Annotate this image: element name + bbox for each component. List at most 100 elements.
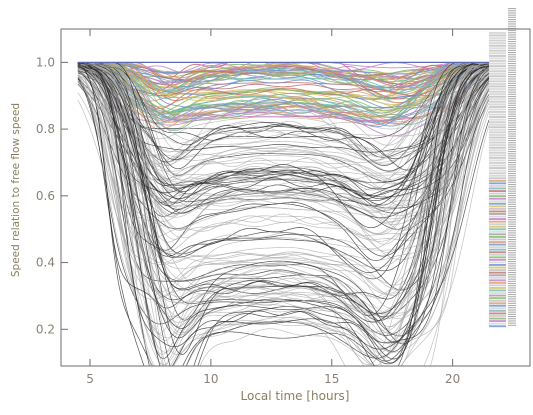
legend-label-mark [508,126,516,128]
legend-label-mark [508,309,516,311]
legend-label-mark [508,239,516,241]
legend-swatch [489,98,506,101]
series-line-54 [77,61,489,100]
legend-label-mark [508,115,516,117]
legend-label-mark [508,170,516,172]
legend-label-mark [508,63,516,65]
legend-label-mark [508,151,516,153]
legend-label-mark [508,25,516,27]
series-line-162 [77,70,490,200]
legend-label-mark [508,236,516,238]
series-line-169 [77,62,490,273]
legend-label-mark [508,102,516,104]
legend-strip [489,8,516,328]
legend-swatch [489,128,506,131]
legend-label-mark [508,82,516,84]
legend-label-mark [508,291,516,293]
legend-swatch [489,151,506,154]
series-line-179 [77,67,490,353]
legend-label-mark [508,74,516,76]
legend-swatch [489,67,506,70]
legend-label-mark [508,313,516,315]
legend-label-mark [508,34,516,36]
legend-label-mark [508,230,516,232]
legend-label-mark [508,228,516,230]
series-line-60 [77,62,489,97]
legend-label-mark [508,241,516,243]
legend-label-mark [508,159,516,161]
legend-label-mark [508,137,516,139]
legend-swatch [489,287,506,289]
legend-swatch [489,136,506,139]
legend-label-mark [508,10,516,12]
series-line-201 [77,64,489,335]
legend-swatch [489,230,506,233]
legend-label-mark [508,104,516,106]
legend-label-mark [508,300,516,302]
legend-swatch [489,307,506,310]
legend-swatch [489,103,506,106]
legend-label-mark [508,80,516,82]
legend-swatch [489,37,506,39]
legend-swatch [489,164,506,167]
legend-swatch [489,134,506,136]
legend-label-mark [508,243,516,245]
legend-label-mark [508,208,516,210]
legend-label-mark [508,36,516,38]
series-line-100 [77,62,489,181]
legend-label-mark [508,318,516,320]
legend-swatch [489,207,506,210]
legend-swatch [489,65,506,68]
legend-swatch [489,44,506,47]
legend-label-mark [508,168,516,170]
legend-label-mark [508,164,516,166]
legend-label-mark [508,89,516,91]
legend-swatch [489,236,506,238]
legend-swatch [489,238,506,241]
legend-swatch [489,258,506,261]
legend-swatch [489,113,506,116]
legend-swatch [489,144,506,147]
series-line-92 [77,62,489,154]
legend-label-mark [508,175,516,177]
legend-swatch [489,246,506,249]
legend-swatch [489,322,506,325]
series-line-59 [77,62,490,109]
series-line-90 [77,62,490,214]
legend-swatch [489,200,506,203]
x-tick-label: 20 [445,372,460,386]
legend-swatch [489,276,506,279]
legend-swatch [489,304,506,307]
legend-swatch [489,233,506,236]
series-line-14 [77,61,489,81]
legend-label-mark [508,60,516,62]
legend-swatch [489,32,506,34]
legend-label-mark [508,27,516,29]
legend-label-mark [508,247,516,249]
series-line-143 [77,68,490,296]
legend-swatch [489,248,506,251]
series-line-80 [77,62,489,153]
legend-swatch [489,228,506,231]
legend-label-mark [508,188,516,190]
series-line-192 [77,74,490,365]
legend-label-mark [508,261,516,263]
legend-label-mark [508,186,516,188]
series-line-129 [77,62,489,317]
series-line-198 [77,65,489,319]
legend-swatch [489,210,506,213]
legend-label-mark [508,113,516,115]
series-line-157 [77,63,489,245]
legend-swatch [489,95,506,98]
series-line-20 [77,61,489,108]
series-line-160 [77,65,490,235]
legend-label-mark [508,49,516,51]
series-line-156 [77,62,489,334]
legend-label-mark [508,212,516,214]
legend-label-mark [508,19,516,21]
legend-swatch [489,116,506,118]
legend-label-mark [508,289,516,291]
series-line-139 [77,63,489,229]
x-tick-label: 5 [86,372,94,386]
